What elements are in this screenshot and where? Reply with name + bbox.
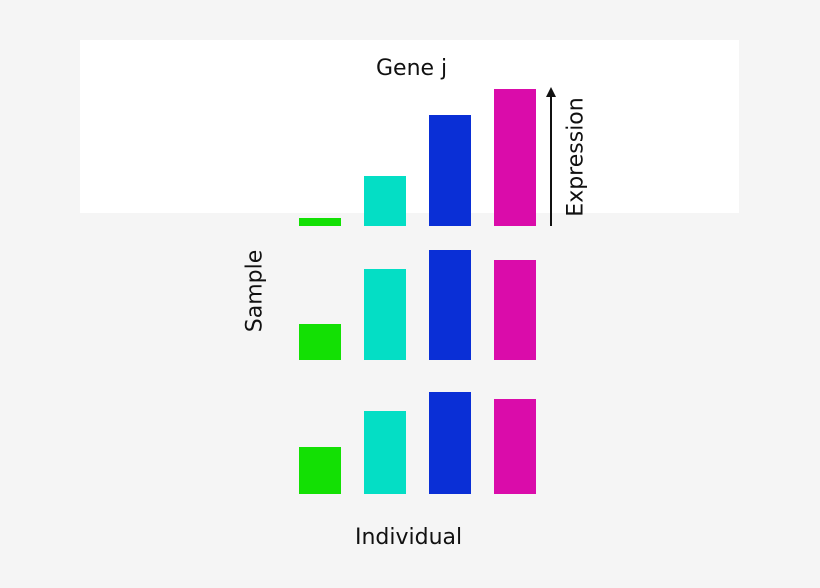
bar-sample3-individual4 — [494, 399, 536, 494]
bar-sample3-individual2 — [364, 411, 406, 494]
bar-sample3-individual1 — [299, 447, 341, 494]
gene-title: Gene j — [376, 56, 448, 81]
bar-sample2-individual1 — [299, 324, 341, 360]
expression-arrow-up-icon — [546, 87, 556, 97]
expression-label: Expression — [563, 97, 589, 217]
individual-axis-label: Individual — [355, 525, 463, 550]
bar-sample1-individual3 — [429, 115, 471, 226]
bar-sample3-individual3 — [429, 392, 471, 494]
expression-arrow-shaft — [550, 92, 552, 226]
bar-sample1-individual4 — [494, 89, 536, 226]
bar-sample1-individual2 — [364, 176, 406, 226]
bar-sample2-individual3 — [429, 250, 471, 360]
bar-sample2-individual4 — [494, 260, 536, 360]
bar-sample1-individual1 — [299, 218, 341, 226]
sample-axis-label: Sample — [242, 249, 268, 333]
gene-panel-background — [80, 40, 739, 213]
bar-sample2-individual2 — [364, 269, 406, 360]
